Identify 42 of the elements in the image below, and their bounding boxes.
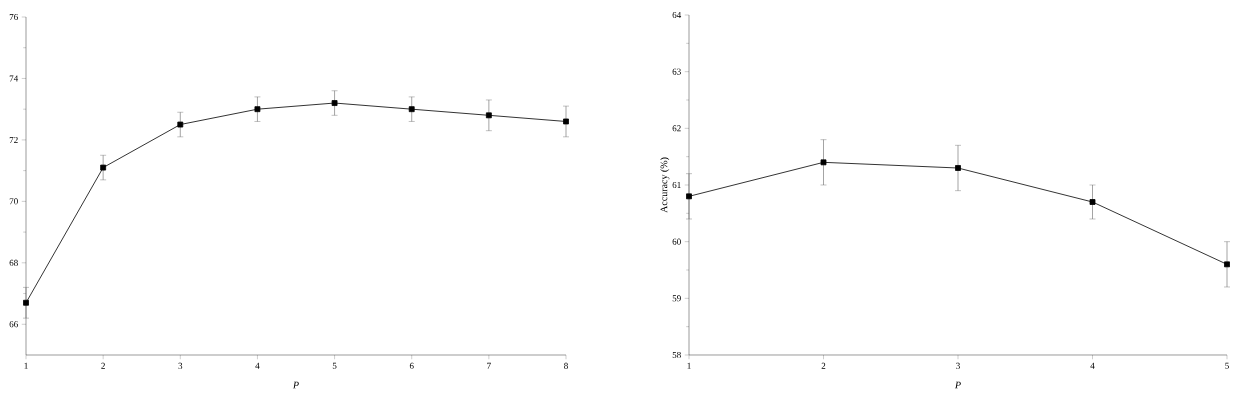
point [1089, 199, 1096, 205]
x-tick-label: 4 [255, 362, 260, 369]
y-tick-label: 62 [672, 125, 681, 132]
x-tick-label: 2 [101, 362, 105, 369]
point [485, 112, 492, 119]
x-tick-label: 7 [487, 362, 491, 369]
y-tick-label: 58 [672, 351, 681, 359]
point [563, 118, 569, 125]
x-tick-label: 1 [687, 362, 691, 369]
x-tick-label: 2 [821, 362, 826, 369]
y-axis-title: Accuracy (%) [660, 157, 670, 213]
point [686, 193, 692, 200]
y-tick-label: 60 [672, 238, 681, 245]
x-tick-label: 4 [1090, 362, 1095, 369]
point [1224, 261, 1230, 268]
x-tick-label: 6 [409, 362, 414, 369]
x-axis-title: P [954, 381, 961, 389]
point [177, 121, 184, 128]
point [820, 159, 827, 166]
x-tick-label: 5 [1225, 362, 1229, 369]
y-tick-label: 63 [672, 68, 681, 75]
x-tick-label: 1 [24, 362, 28, 369]
point [100, 164, 107, 171]
x-axis-title: P [292, 381, 299, 389]
y-tick-label: 70 [9, 198, 18, 205]
point [23, 299, 29, 306]
point [408, 106, 415, 113]
y-tick-label: 59 [672, 295, 681, 302]
y-tick-label: 64 [672, 11, 682, 19]
point [331, 100, 338, 106]
y-tick-label: 61 [672, 181, 681, 189]
x-tick-label: 8 [564, 362, 568, 369]
x-tick-label: 3 [956, 362, 960, 369]
y-tick-label: 72 [9, 136, 18, 143]
x-tick-label: 3 [178, 362, 183, 369]
y-tick-label: 68 [9, 259, 18, 266]
point [955, 165, 961, 171]
y-tick-label: 66 [9, 321, 18, 328]
x-tick-label: 5 [332, 362, 337, 369]
y-tick-label: 74 [9, 75, 19, 82]
point [254, 106, 261, 113]
y-tick-label: 76 [9, 13, 18, 21]
